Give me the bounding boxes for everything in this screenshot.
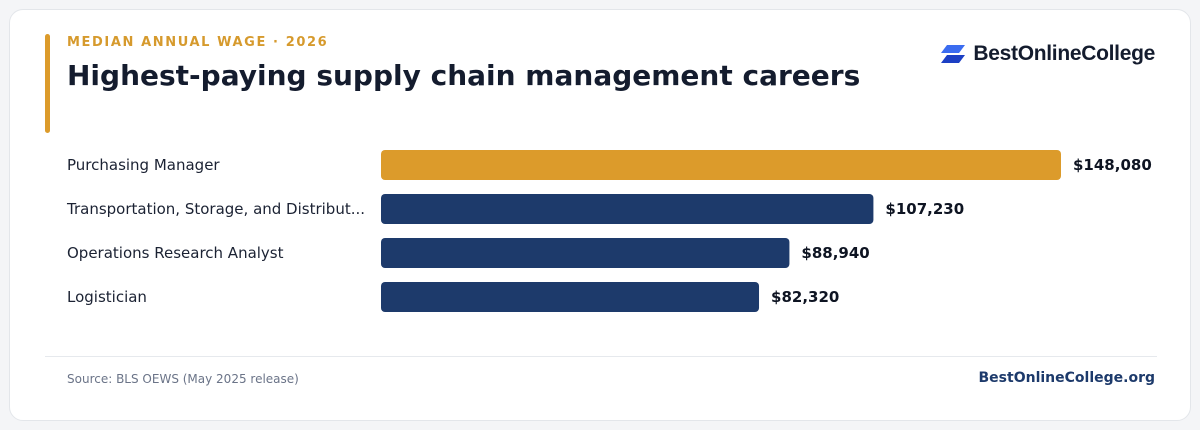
- category-label: Purchasing Manager: [67, 156, 220, 174]
- category-label: Transportation, Storage, and Distribut..…: [66, 200, 365, 218]
- chart-card: MEDIAN ANNUAL WAGE · 2026 Highest-paying…: [9, 9, 1191, 421]
- value-label: $82,320: [771, 288, 839, 306]
- eyebrow-label: MEDIAN ANNUAL WAGE · 2026: [67, 35, 329, 50]
- category-label: Operations Research Analyst: [67, 244, 284, 262]
- category-label: Logistician: [67, 288, 147, 306]
- value-label: $88,940: [801, 244, 869, 262]
- value-label: $148,080: [1073, 156, 1152, 174]
- brand-logo[interactable]: BestOnlineCollege: [941, 42, 1155, 66]
- site-link[interactable]: BestOnlineCollege.org: [978, 370, 1155, 386]
- source-note: Source: BLS OEWS (May 2025 release): [67, 372, 299, 386]
- bar: [381, 238, 790, 268]
- bar: [381, 282, 760, 312]
- logo-text: BestOnlineCollege: [973, 42, 1155, 65]
- accent-bar: [45, 34, 50, 133]
- bar-chart: Purchasing Manager $148,080 Transportation…: [66, 150, 1152, 312]
- stacked-parallelogram-logo-icon: [941, 45, 966, 63]
- bar: [381, 194, 874, 224]
- bar: [381, 150, 1061, 180]
- chart-title: Highest-paying supply chain management c…: [67, 59, 861, 92]
- footer-divider: [45, 356, 1157, 357]
- value-label: $107,230: [885, 200, 964, 218]
